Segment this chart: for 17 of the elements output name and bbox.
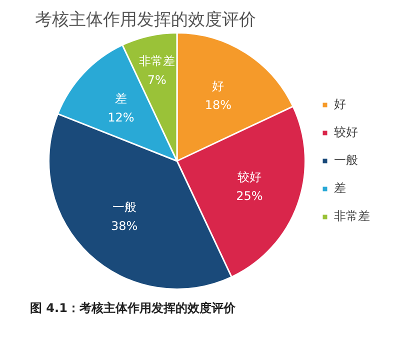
chart-title: 考核主体作用发挥的效度评价 (35, 9, 257, 32)
data-label: 12% (108, 110, 134, 124)
legend-label: 好 (334, 97, 346, 112)
legend-label: 非常差 (334, 209, 370, 224)
slice-label: 较好 (237, 170, 262, 184)
data-label: 18% (204, 98, 232, 112)
legend-label: 差 (334, 181, 346, 196)
slice-label: 一般 (112, 200, 136, 214)
data-label: 25% (236, 189, 263, 204)
data-label: 38% (110, 219, 138, 234)
slice-label: 差 (114, 91, 127, 106)
legend-label: 较好 (334, 125, 358, 140)
slice-label: 非常差 (138, 54, 175, 68)
caption: 图 4.1：考核主体作用发挥的效度评价 (30, 300, 236, 317)
slice-label: 好 (212, 79, 224, 94)
data-label: 7% (147, 73, 166, 88)
legend-label: 一般 (334, 153, 358, 168)
